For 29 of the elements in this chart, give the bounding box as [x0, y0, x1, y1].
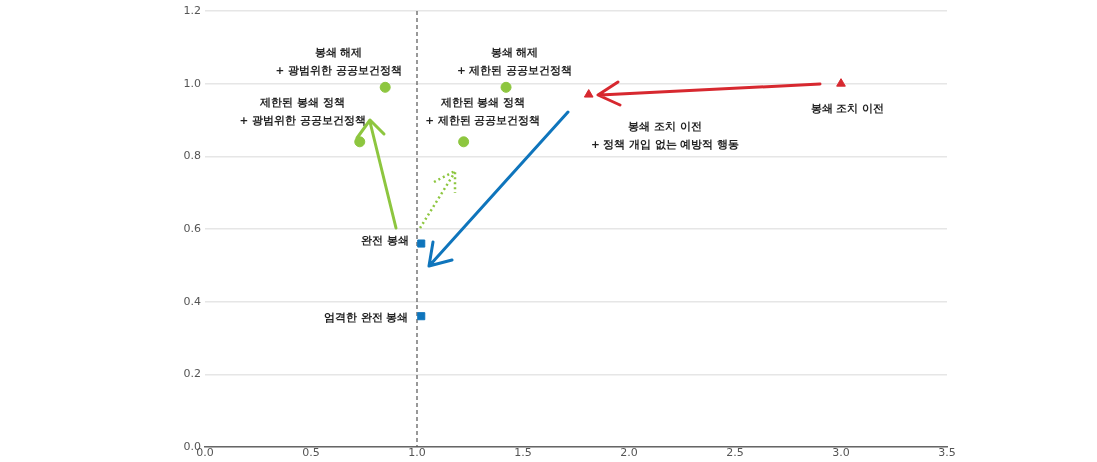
annotation: 봉쇄 해제 + 광범위한 공공보건정책: [275, 45, 402, 76]
point: [500, 81, 512, 93]
point: [458, 136, 470, 148]
point: [354, 136, 366, 148]
annotation: 제한된 봉쇄 정책 + 광범위한 공공보건정책: [239, 96, 366, 127]
y-tick-label: 0.2: [183, 367, 201, 381]
x-tick-label: 0.5: [302, 446, 320, 460]
y-tick-label: 0.8: [183, 149, 201, 163]
annotation: 봉쇄 해제 + 제한된 공공보건정책: [456, 45, 573, 76]
x-tick-label: 3.0: [832, 446, 850, 460]
y-tick-label: 1.2: [183, 3, 201, 17]
y-tick-label: 0.6: [183, 221, 201, 235]
annotation: 엄격한 완전 봉쇄: [323, 310, 409, 323]
point: [417, 312, 426, 321]
x-tick-label: 1.0: [408, 446, 426, 460]
annotation: 완전 봉쇄: [361, 234, 410, 247]
point: [836, 78, 846, 87]
x-tick-label: 1.5: [514, 446, 532, 460]
point: [379, 81, 391, 93]
y-tick-label: 1.0: [183, 76, 201, 90]
point: [583, 89, 594, 98]
y-tick-label: 0.4: [183, 294, 201, 308]
annotation: 제한된 봉쇄 정책 + 제한된 공공보건정책: [425, 96, 541, 127]
annotation: 봉쇄 조치 이전 + 정책 개입 없는 예방적 행동: [591, 120, 740, 151]
x-tick-label: 2.5: [726, 446, 744, 460]
annotation: 봉쇄 조치 이전: [810, 101, 885, 114]
point: [417, 239, 426, 248]
x-tick-label: 2.0: [620, 446, 638, 460]
x-tick-label: 3.5: [938, 446, 956, 460]
